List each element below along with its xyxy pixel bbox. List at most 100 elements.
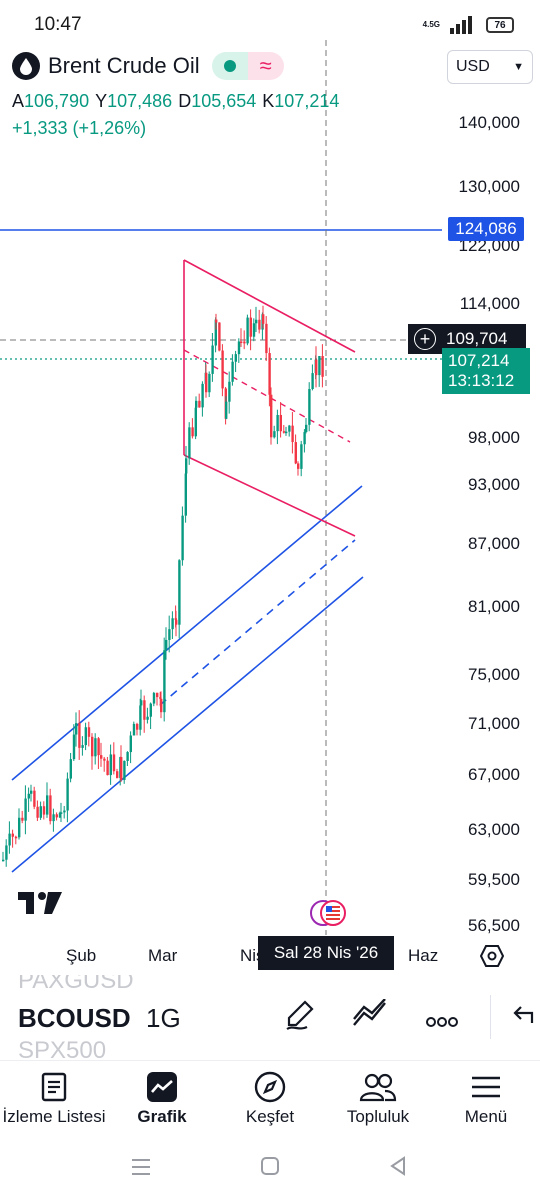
nav-label: Keşfet xyxy=(245,1107,295,1126)
chart-settings-icon[interactable] xyxy=(479,944,505,973)
chart-icon xyxy=(108,1069,216,1105)
oil-drop-icon xyxy=(12,52,40,80)
status-time: 10:47 xyxy=(34,14,82,35)
ohlc-low: D105,654 xyxy=(178,91,257,111)
candle-body xyxy=(78,723,81,748)
candle-body xyxy=(42,806,46,815)
candle-body xyxy=(156,692,159,698)
status-icons: 4.5G 76 xyxy=(423,16,514,34)
candle-body xyxy=(123,761,126,780)
candle-body xyxy=(276,414,279,432)
candle-body xyxy=(160,698,163,713)
candle-body xyxy=(21,817,24,821)
bar-countdown: 13:13:12 xyxy=(448,371,515,390)
symbol-prev[interactable]: PAXGUSD xyxy=(18,975,134,994)
chevron-down-icon: ▼ xyxy=(513,61,524,73)
symbol-selector[interactable]: BCOUSD xyxy=(18,1003,131,1033)
candle-body xyxy=(262,314,265,324)
candle-body xyxy=(132,723,136,736)
horizontal-line-price-tag[interactable]: 124,086 xyxy=(448,217,524,241)
price-axis-label: 67,000 xyxy=(468,765,520,784)
candle-body xyxy=(215,319,218,323)
nav-label: Topluluk xyxy=(346,1107,410,1126)
ohlc-open: A106,790 xyxy=(12,91,90,111)
bottom-navigation: İzleme Listesi Grafik Keşfet Topluluk Me… xyxy=(0,1060,540,1140)
candle-body xyxy=(252,323,256,337)
price-axis-label: 63,000 xyxy=(468,820,520,839)
undo-icon[interactable] xyxy=(512,1003,536,1034)
candle-body xyxy=(201,383,204,408)
price-chart[interactable] xyxy=(0,40,540,975)
candle-body xyxy=(11,833,14,837)
nav-watchlist[interactable]: İzleme Listesi xyxy=(0,1069,108,1127)
currency-select[interactable]: USD ▼ xyxy=(447,50,533,84)
candle-body xyxy=(100,755,103,759)
more-options-icon[interactable] xyxy=(426,1005,458,1036)
add-alert-plus-icon[interactable]: + xyxy=(414,328,436,350)
candle-body xyxy=(211,345,214,374)
back-icon[interactable] xyxy=(388,1156,408,1182)
interval-selector[interactable]: 1G xyxy=(146,1003,181,1033)
candle-body xyxy=(91,736,94,757)
candle-body xyxy=(97,738,100,756)
candle-body xyxy=(171,618,174,630)
battery-level: 76 xyxy=(494,19,506,31)
nav-label: Grafik xyxy=(137,1107,187,1126)
candle-body xyxy=(214,319,217,346)
candle-body xyxy=(60,812,63,814)
candle-body xyxy=(225,401,228,419)
candle-body xyxy=(218,322,221,351)
economic-event-flag-icon[interactable] xyxy=(308,898,354,928)
candle-body xyxy=(152,692,156,704)
menu-icon xyxy=(432,1069,540,1105)
candle-body xyxy=(129,735,132,753)
candle-body xyxy=(84,727,87,746)
channel-median-line xyxy=(159,539,356,706)
symbol-header[interactable]: Brent Crude Oil ≈ xyxy=(12,52,284,80)
nav-label: İzleme Listesi xyxy=(2,1107,106,1126)
symbol-title[interactable]: Brent Crude Oil xyxy=(48,53,200,78)
candle-body xyxy=(33,790,36,807)
candle-body xyxy=(136,723,139,730)
candle-body xyxy=(308,389,311,425)
candle-body xyxy=(240,341,243,343)
candle-body xyxy=(94,738,97,757)
market-status-pill[interactable]: ≈ xyxy=(211,52,284,80)
chart-area[interactable] xyxy=(0,40,540,975)
candle-body xyxy=(234,354,237,362)
nav-community[interactable]: Topluluk xyxy=(324,1069,432,1127)
candle-body xyxy=(55,814,58,818)
nav-chart[interactable]: Grafik xyxy=(108,1069,216,1127)
candle-body xyxy=(315,359,318,376)
candle-body xyxy=(112,754,116,772)
market-open-icon xyxy=(211,52,248,80)
candle-body xyxy=(139,705,142,730)
time-axis-label: Mar xyxy=(148,946,178,965)
candle-body xyxy=(321,356,324,377)
drawing-pen-icon[interactable] xyxy=(285,999,315,1038)
candle-body xyxy=(58,812,62,818)
candle-body xyxy=(143,700,146,720)
recent-apps-icon[interactable] xyxy=(130,1156,152,1182)
home-icon[interactable] xyxy=(260,1156,280,1182)
candle-body xyxy=(149,703,152,717)
candle-body xyxy=(8,833,11,846)
candle-body xyxy=(268,353,271,395)
candle-body xyxy=(294,442,297,464)
candle-body xyxy=(181,515,184,561)
candle-body xyxy=(311,373,314,390)
indicators-icon[interactable] xyxy=(352,998,388,1036)
candle-body xyxy=(265,323,268,354)
candle-body xyxy=(249,317,252,337)
nav-menu[interactable]: Menü xyxy=(432,1069,540,1127)
pattern-median-line xyxy=(183,349,351,443)
symbol-next[interactable]: SPX500 xyxy=(18,1037,107,1060)
candle-body xyxy=(282,431,286,433)
candle-body xyxy=(116,771,119,778)
price-axis-label: 130,000 xyxy=(458,177,520,196)
candle-body xyxy=(228,381,231,402)
nav-explore[interactable]: Keşfet xyxy=(216,1069,324,1127)
people-icon xyxy=(324,1069,432,1105)
system-navigation xyxy=(0,1140,540,1200)
candle-body xyxy=(159,697,162,699)
